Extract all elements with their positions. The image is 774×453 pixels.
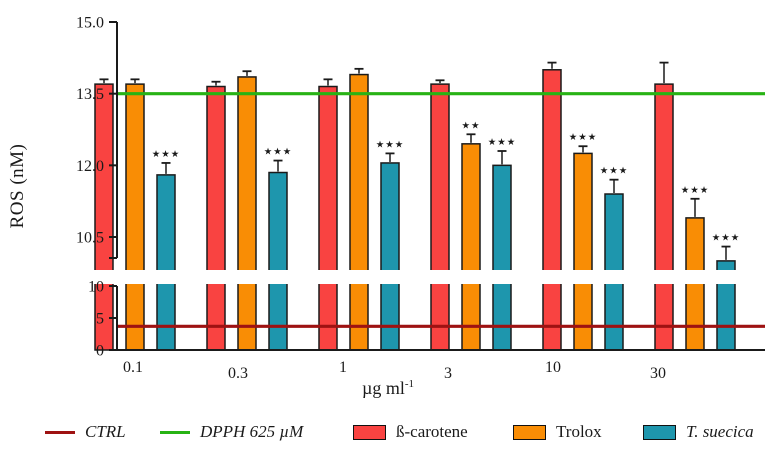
bar-lower-t-suecica-3 [492, 284, 512, 351]
bar-lower-trolox-30 [685, 284, 705, 351]
bar-lower-t-suecica-0.3 [268, 284, 288, 351]
bar-lower--carotene-10 [542, 284, 562, 351]
bar--carotene-30 [654, 83, 674, 270]
bar-lower--carotene-0.3 [206, 284, 226, 351]
x-tick-label: 3 [444, 365, 452, 382]
significance-stars: ★★ [461, 120, 480, 131]
bar-trolox-0.3 [237, 76, 257, 270]
error-bars-layer [99, 61, 731, 260]
bar--carotene-3 [430, 83, 450, 270]
y-tick-label: 12.0 [76, 158, 104, 175]
bar-t-suecica-0.3 [268, 171, 288, 270]
bar-lower-t-suecica-10 [604, 284, 624, 351]
significance-stars: ★★★ [152, 149, 181, 160]
legend-item-ctrl: CTRL [45, 419, 126, 445]
significance-stars: ★★★ [264, 147, 293, 158]
bar-trolox-10 [573, 152, 593, 270]
x-tick-label: 30 [650, 365, 666, 382]
bar-trolox-3 [461, 143, 481, 270]
legend-swatch-box [353, 424, 386, 440]
significance-stars: ★★★ [569, 132, 598, 143]
x-tick-label: 10 [545, 359, 561, 376]
reference-lines-layer [118, 92, 765, 328]
bar-lower-trolox-0.3 [237, 284, 257, 351]
legend-swatch-box [513, 424, 546, 440]
y-axis-title: ROS (nM) [7, 143, 28, 229]
legend-label: CTRL [85, 422, 126, 441]
bar--carotene-10 [542, 69, 562, 270]
bar-lower-trolox-1 [349, 284, 369, 351]
y-tick-label: 0 [96, 343, 104, 360]
legend-item--carotene: ß-carotene [353, 419, 468, 445]
legend-item-t-suecica: T. suecica [643, 419, 754, 445]
legend-label: ß-carotene [396, 422, 468, 441]
bar-lower-t-suecica-1 [380, 284, 400, 351]
x-axis-title: µg ml-1 [318, 378, 458, 399]
bar-t-suecica-30 [716, 260, 736, 270]
legend-label: DPPH 625 µM [200, 422, 304, 441]
y-tick-label: 10 [88, 279, 104, 296]
bar-trolox-30 [685, 217, 705, 270]
bar-lower-trolox-10 [573, 284, 593, 351]
significance-stars: ★★★ [712, 233, 741, 244]
y-tick-label: 10.5 [76, 230, 104, 247]
x-axis-title-exponent: -1 [404, 378, 415, 390]
significance-stars: ★★★ [488, 137, 517, 148]
bar-trolox-1 [349, 73, 369, 270]
bar-lower-trolox-3 [461, 284, 481, 351]
significance-stars: ★★★ [681, 185, 710, 196]
legend-swatch-box [643, 424, 676, 440]
x-tick-label: 0.1 [123, 359, 143, 376]
x-tick-label: 1 [339, 359, 347, 376]
x-axis-title-text: µg ml [361, 378, 405, 398]
bar-lower-t-suecica-30 [716, 284, 736, 351]
significance-layer: ★★★★★★★★★★★ ★★★★★★ ★★★★★★★★★ [152, 120, 741, 244]
bar-t-suecica-10 [604, 193, 624, 270]
x-tick-label: 0.3 [228, 365, 248, 382]
y-tick-label: 15.0 [76, 15, 104, 32]
bar-lower--carotene-0.1 [94, 284, 114, 351]
legend-label: Trolox [556, 422, 602, 441]
chart-legend: CTRL DPPH 625 µM ß-carotene Trolox T. suecic… [0, 419, 774, 449]
bar-lower--carotene-30 [654, 284, 674, 351]
legend-label: T. suecica [686, 422, 754, 441]
bar-t-suecica-0.1 [156, 174, 176, 270]
bar-lower--carotene-1 [318, 284, 338, 351]
bar--carotene-0.3 [206, 85, 226, 270]
bar-lower-t-suecica-0.1 [156, 284, 176, 351]
legend-swatch-line [160, 430, 190, 434]
significance-stars: ★★★ [376, 139, 405, 150]
bar--carotene-0.1 [94, 83, 114, 270]
significance-stars: ★★★ [600, 166, 629, 177]
bars-layer [94, 69, 736, 351]
axes-layer: 15.0 13.5 12.0 10.5 10 5 0 0.1 0.3 1 3 10 30 [76, 15, 765, 382]
legend-swatch-line [45, 430, 75, 434]
bar-lower-trolox-0.1 [125, 284, 145, 351]
bar-t-suecica-3 [492, 164, 512, 270]
bar--carotene-1 [318, 85, 338, 270]
legend-item-trolox: Trolox [513, 419, 602, 445]
bar-lower--carotene-3 [430, 284, 450, 351]
y-tick-label: 5 [96, 311, 104, 328]
y-tick-label: 13.5 [76, 86, 104, 103]
bar-t-suecica-1 [380, 162, 400, 270]
bar-trolox-0.1 [125, 83, 145, 270]
legend-item-dpph-625-m: DPPH 625 µM [160, 419, 303, 445]
